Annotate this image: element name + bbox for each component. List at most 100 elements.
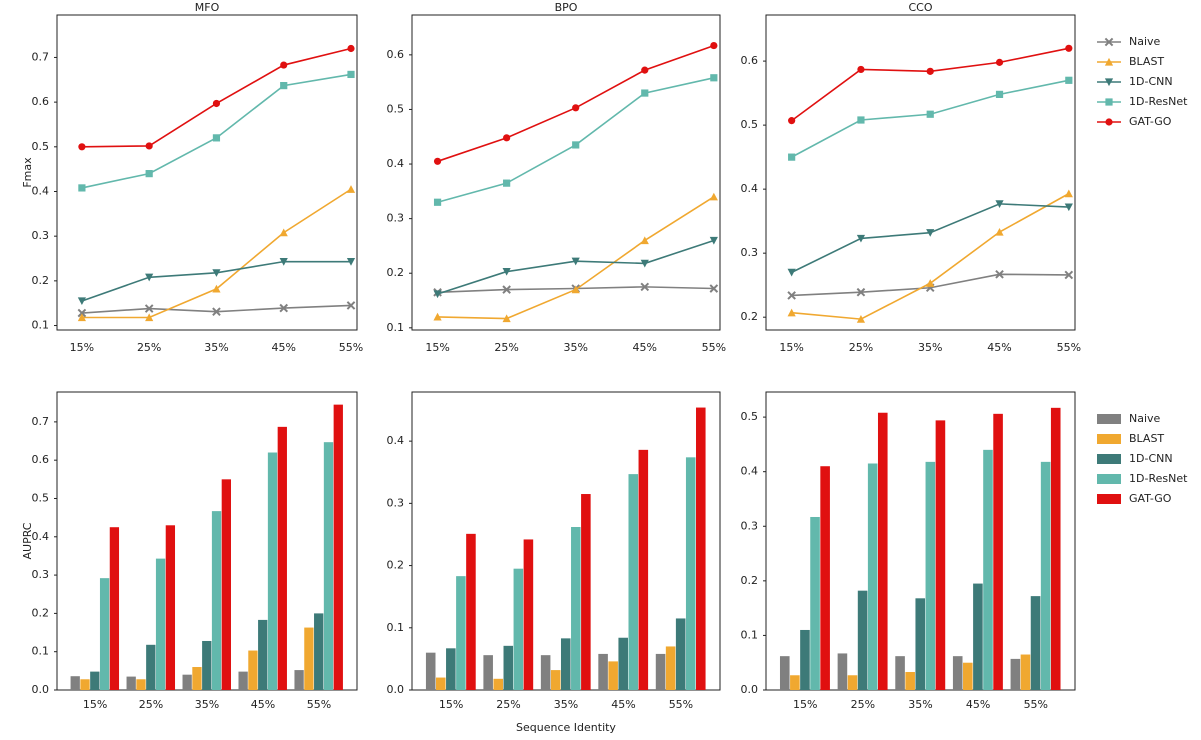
legend-label: GAT-GO: [1129, 115, 1172, 128]
y-tick-label: 0.6: [387, 48, 405, 61]
y-tick-label: 0.7: [32, 415, 50, 428]
bar: [221, 479, 231, 690]
marker: [347, 44, 355, 53]
bar: [211, 511, 222, 690]
y-tick-label: 0.1: [741, 628, 759, 641]
bar: [503, 645, 514, 690]
marker: [433, 290, 442, 299]
bar: [857, 590, 868, 690]
bar: [1020, 654, 1031, 690]
bar: [80, 679, 90, 690]
y-tick-label: 0.1: [32, 319, 50, 332]
y-tick-label: 0.6: [32, 95, 50, 108]
bar: [581, 494, 591, 690]
x-tick-label: 15%: [793, 698, 817, 711]
y-tick-label: 0.2: [32, 274, 50, 287]
marker: [346, 185, 356, 193]
x-tick-label: 45%: [633, 341, 657, 354]
marker: [433, 312, 442, 321]
marker: [1105, 98, 1113, 106]
y-axis-label: Fmax: [21, 157, 34, 188]
bar: [304, 627, 314, 690]
bar: [675, 618, 686, 690]
bar: [126, 676, 136, 690]
bar: [323, 442, 334, 690]
y-tick-label: 0.4: [32, 184, 50, 197]
bar: [314, 613, 324, 690]
bar: [800, 629, 810, 690]
x-tick-label: 25%: [496, 698, 520, 711]
marker: [926, 279, 935, 287]
y-tick-label: 0.3: [32, 568, 50, 581]
x-tick-label: 55%: [702, 341, 726, 354]
legend-label: 1D-CNN: [1129, 452, 1173, 465]
x-tick-label: 15%: [779, 341, 803, 354]
marker: [1104, 57, 1114, 66]
marker: [502, 314, 511, 323]
marker: [572, 104, 580, 112]
bar: [466, 533, 476, 690]
bar: [847, 675, 858, 690]
bar: [993, 413, 1003, 690]
legend-label: Naive: [1129, 412, 1161, 425]
y-tick-label: 0.2: [741, 574, 759, 587]
x-tick-label: 25%: [139, 698, 163, 711]
marker: [212, 284, 221, 293]
legend-label: 1D-CNN: [1129, 75, 1173, 88]
bar: [820, 466, 830, 690]
bar: [665, 646, 676, 690]
marker: [641, 89, 649, 97]
legend-swatch: [1097, 474, 1121, 484]
y-tick-label: 0.7: [32, 50, 50, 63]
y-tick-label: 0.5: [741, 410, 759, 423]
bar: [598, 653, 608, 690]
marker: [1104, 78, 1114, 87]
bar: [905, 671, 915, 690]
marker: [995, 58, 1004, 66]
y-axis-label: AUPRC: [21, 522, 34, 559]
y-tick-label: 0.0: [741, 683, 759, 696]
legend-swatch: [1097, 414, 1121, 424]
x-tick-label: 25%: [851, 698, 875, 711]
x-tick-label: 45%: [611, 698, 635, 711]
y-tick-label: 0.3: [32, 229, 50, 242]
marker: [347, 70, 355, 79]
bar: [935, 420, 946, 690]
bar: [837, 653, 848, 690]
chart-title: BPO: [555, 1, 578, 14]
bar: [560, 638, 571, 690]
marker: [857, 116, 865, 124]
y-tick-label: 0.2: [387, 559, 405, 572]
bar: [983, 449, 993, 690]
marker: [995, 90, 1004, 98]
x-tick-label: 15%: [439, 698, 463, 711]
marker: [1104, 37, 1114, 47]
x-tick-label: 45%: [271, 341, 295, 354]
x-tick-label: 35%: [563, 341, 587, 354]
marker: [857, 65, 865, 74]
marker: [640, 236, 649, 245]
marker: [1064, 203, 1073, 212]
plot-frame: [765, 14, 1076, 331]
x-tick-label: 35%: [195, 698, 219, 711]
marker: [995, 269, 1004, 279]
bar: [550, 670, 561, 690]
bar: [963, 662, 973, 690]
marker: [212, 134, 221, 142]
bar: [973, 583, 983, 690]
marker: [346, 258, 356, 266]
y-tick-label: 0.6: [741, 54, 759, 67]
bar: [1050, 407, 1061, 690]
x-tick-label: 15%: [83, 698, 107, 711]
bar: [1010, 658, 1021, 690]
marker: [709, 284, 719, 293]
bar: [146, 644, 156, 690]
marker: [279, 228, 288, 237]
bar: [1030, 596, 1041, 690]
y-tick-label: 0.4: [32, 530, 50, 543]
marker: [788, 153, 796, 161]
legend-label: BLAST: [1129, 55, 1164, 68]
marker: [640, 259, 649, 268]
bar: [915, 598, 926, 690]
marker: [995, 227, 1004, 236]
